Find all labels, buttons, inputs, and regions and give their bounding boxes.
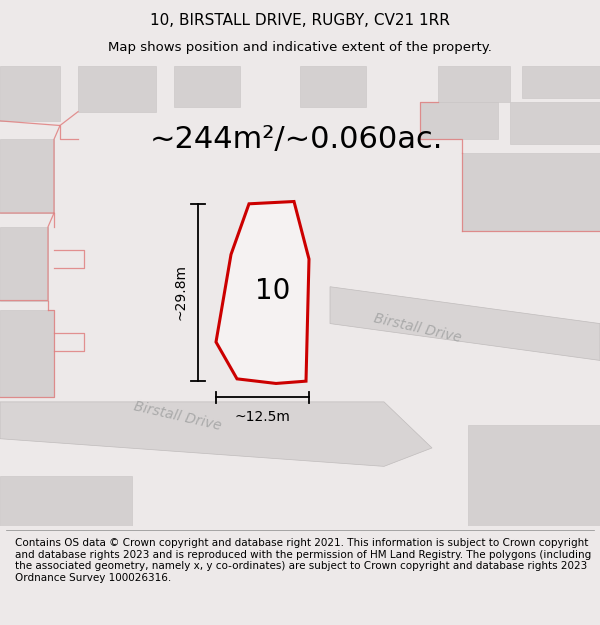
Text: ~12.5m: ~12.5m xyxy=(235,410,290,424)
Text: ~29.8m: ~29.8m xyxy=(173,264,187,321)
Polygon shape xyxy=(462,153,600,231)
Polygon shape xyxy=(510,102,600,144)
Text: 10: 10 xyxy=(256,278,290,306)
Polygon shape xyxy=(522,66,600,98)
Polygon shape xyxy=(0,402,432,466)
Polygon shape xyxy=(174,66,240,107)
Polygon shape xyxy=(438,66,510,102)
Text: Birstall Drive: Birstall Drive xyxy=(132,399,223,432)
Polygon shape xyxy=(0,139,54,213)
Polygon shape xyxy=(0,310,54,398)
Polygon shape xyxy=(0,476,132,526)
Polygon shape xyxy=(420,102,498,139)
Polygon shape xyxy=(0,66,60,121)
Polygon shape xyxy=(216,201,309,384)
Polygon shape xyxy=(330,287,600,361)
Text: Birstall Drive: Birstall Drive xyxy=(372,311,463,345)
Polygon shape xyxy=(0,227,48,301)
Text: ~244m²/~0.060ac.: ~244m²/~0.060ac. xyxy=(150,125,443,154)
Polygon shape xyxy=(78,66,156,112)
Text: Map shows position and indicative extent of the property.: Map shows position and indicative extent… xyxy=(108,41,492,54)
Polygon shape xyxy=(468,425,600,526)
Text: 10, BIRSTALL DRIVE, RUGBY, CV21 1RR: 10, BIRSTALL DRIVE, RUGBY, CV21 1RR xyxy=(150,13,450,28)
Text: Contains OS data © Crown copyright and database right 2021. This information is : Contains OS data © Crown copyright and d… xyxy=(15,538,591,583)
Polygon shape xyxy=(300,66,366,107)
